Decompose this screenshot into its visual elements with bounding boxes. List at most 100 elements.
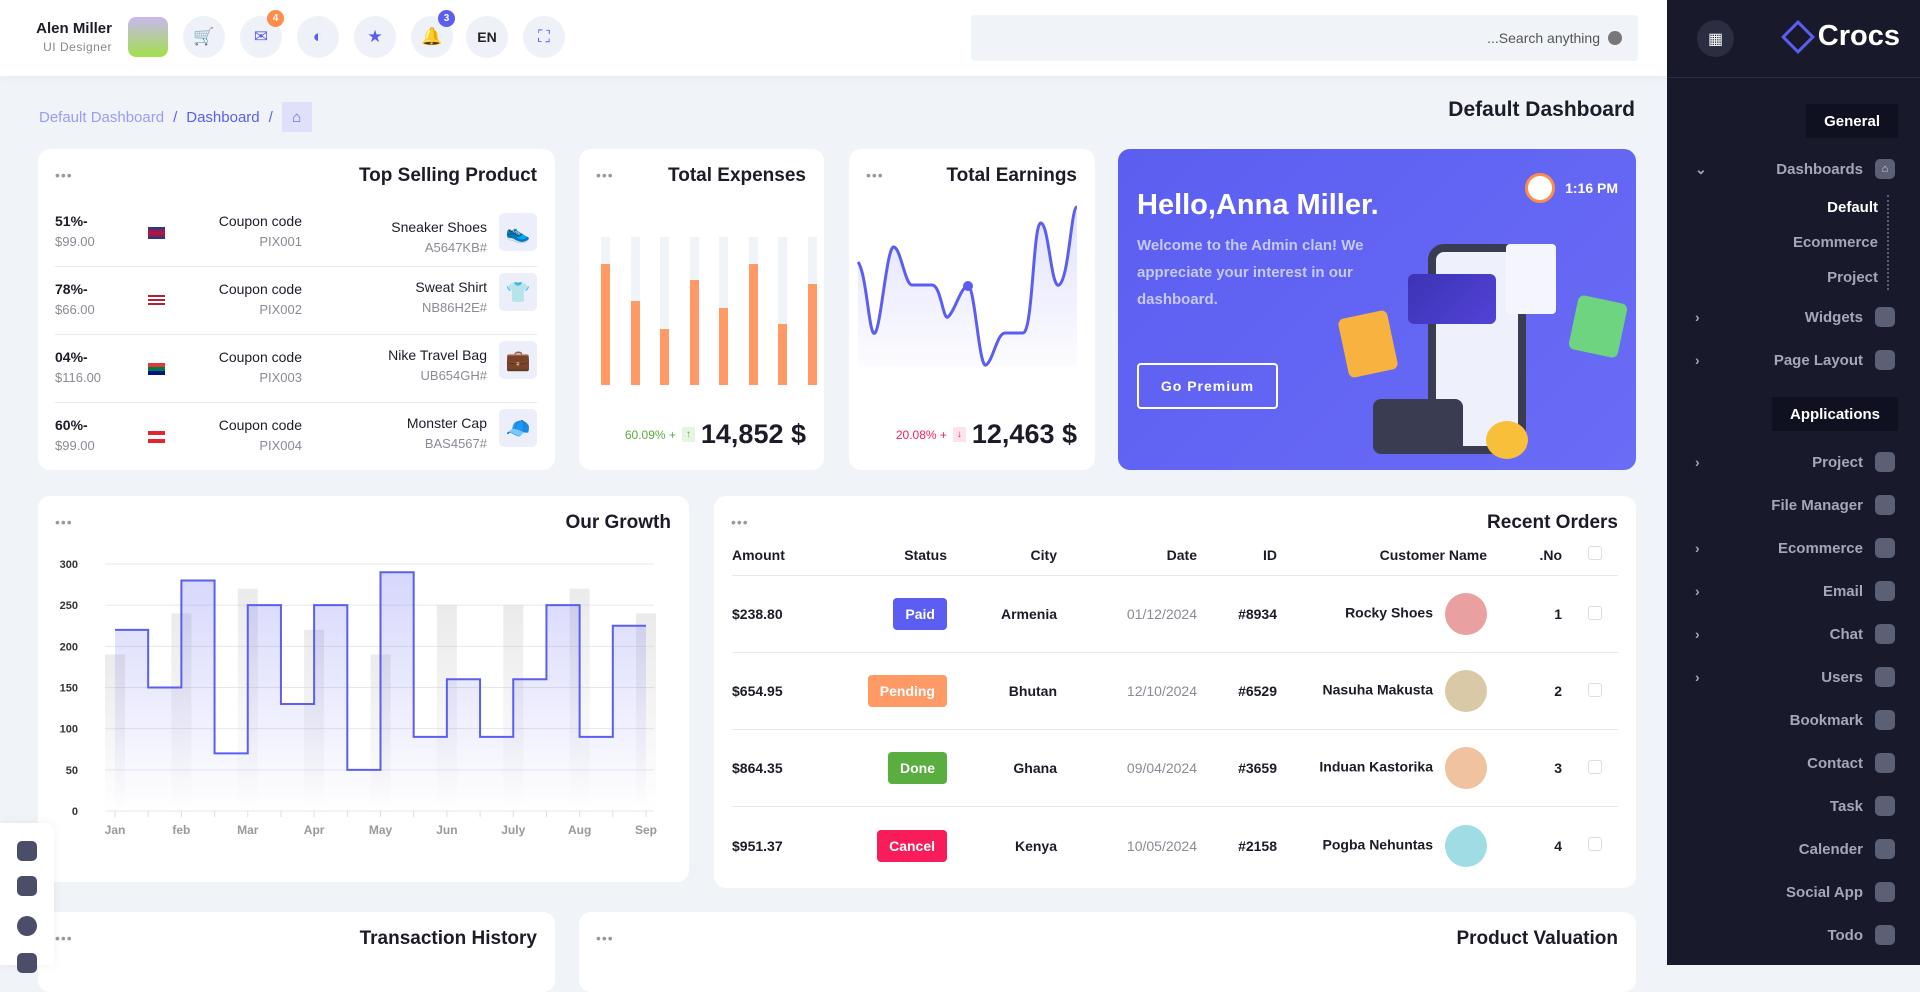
- y-tick-label: 150: [60, 683, 78, 695]
- cart-icon[interactable]: 🛒: [183, 16, 225, 58]
- city: Ghana: [1013, 760, 1057, 776]
- flag-icon: [148, 431, 165, 443]
- sidebar-sub-ecommerce[interactable]: Ecommerce: [1792, 234, 1878, 251]
- chevron-right-icon: ›: [1695, 309, 1700, 325]
- sidebar-item-widgets[interactable]: › Widgets: [1675, 307, 1895, 327]
- sliders-icon[interactable]: [17, 953, 37, 973]
- sidebar-sub-default[interactable]: Default: [1827, 199, 1878, 216]
- product-row[interactable]: 60%- $99.00 Coupon code PIX004 Monster C…: [55, 403, 537, 470]
- sidebar-sub-project[interactable]: Project: [1827, 269, 1878, 286]
- go-premium-button[interactable]: Go Premium: [1137, 363, 1278, 409]
- row-checkbox[interactable]: [1588, 682, 1602, 697]
- sidebar-item-ecommerce[interactable]: › Ecommerce: [1675, 538, 1895, 558]
- apps-grid-icon[interactable]: ▦: [1697, 20, 1734, 57]
- column-header[interactable]: .No: [1539, 546, 1562, 563]
- more-icon[interactable]: •••: [596, 167, 614, 183]
- column-header[interactable]: ID: [1263, 546, 1277, 563]
- more-icon[interactable]: •••: [55, 167, 73, 183]
- select-all-checkbox[interactable]: [1588, 546, 1602, 560]
- expense-bar: [807, 284, 817, 385]
- more-icon[interactable]: •••: [55, 930, 73, 946]
- sidebar-item-calender[interactable]: Calender: [1675, 839, 1895, 859]
- more-icon[interactable]: •••: [731, 514, 749, 530]
- user-avatar[interactable]: [128, 17, 168, 57]
- language-button[interactable]: EN: [466, 16, 508, 58]
- table-row[interactable]: $951.37 Cancel Kenya 10/05/2024 #2158 Po…: [732, 807, 1618, 884]
- column-header[interactable]: Amount: [732, 546, 785, 563]
- column-header[interactable]: Customer Name: [1379, 546, 1487, 563]
- amount: $864.35: [732, 760, 783, 776]
- floating-toolbar: [0, 823, 54, 973]
- column-header[interactable]: Status: [904, 546, 947, 563]
- card-title: Recent Orders: [1487, 512, 1618, 533]
- sidebar-item-todo[interactable]: Todo: [1675, 925, 1895, 945]
- breadcrumb-dashboard[interactable]: Dashboard: [186, 108, 260, 126]
- column-header[interactable]: Date: [1166, 546, 1197, 563]
- status-badge: Pending: [867, 675, 947, 707]
- product-name: Nike Travel Bag: [388, 347, 487, 363]
- sidebar-item-social-app[interactable]: Social App: [1675, 882, 1895, 902]
- briefcase-icon[interactable]: [17, 876, 37, 896]
- chevron-right-icon: ›: [1695, 669, 1700, 685]
- discount: 78%-: [55, 281, 88, 297]
- fullscreen-icon[interactable]: ⛶: [523, 16, 565, 58]
- sidebar-item-label: Widgets: [1804, 308, 1863, 326]
- mail-badge: 4: [267, 10, 284, 27]
- more-icon[interactable]: •••: [55, 514, 73, 530]
- search-input[interactable]: ...Search anything: [971, 15, 1638, 61]
- row-checkbox[interactable]: [1588, 605, 1602, 620]
- sidebar-item-project[interactable]: › Project: [1675, 452, 1895, 472]
- product-name: Monster Cap: [406, 415, 487, 431]
- mail-icon[interactable]: ✉ 4: [240, 10, 284, 58]
- brand-logo[interactable]: Crocs: [1780, 19, 1900, 54]
- receipt-illustration: [1506, 244, 1556, 314]
- order-id: #8934: [1238, 606, 1277, 622]
- row-checkbox[interactable]: [1588, 837, 1602, 851]
- table-header: Amount Status City Date ID Customer Name .No: [732, 534, 1618, 576]
- product-row[interactable]: 78%- $66.00 Coupon code PIX002 Sweat Shi…: [55, 267, 537, 335]
- x-tick-label: Aug: [568, 823, 591, 837]
- sidebar-item-contact[interactable]: Contact: [1675, 753, 1895, 773]
- sidebar-item-label: Dashboards: [1776, 160, 1863, 178]
- settings-icon[interactable]: [17, 916, 37, 936]
- table-row[interactable]: $864.35 Done Ghana 09/04/2024 #3659 Indu…: [732, 730, 1618, 807]
- product-sku: UB654GH#: [420, 368, 487, 383]
- customizer-icon[interactable]: [17, 841, 37, 861]
- table-row[interactable]: $654.95 Pending Bhutan 12/10/2024 #6529 …: [732, 653, 1618, 730]
- customer-name: Pogba Nehuntas: [1322, 836, 1433, 853]
- top-selling-card: ••• Top Selling Product 51%- $99.00 Coup…: [38, 149, 555, 470]
- logo-icon: [1780, 19, 1815, 54]
- row-checkbox[interactable]: [1588, 759, 1602, 774]
- product-name: Sneaker Shoes: [391, 219, 487, 235]
- table-row[interactable]: $238.80 Paid Armenia 01/12/2024 #8934 Ro…: [732, 576, 1618, 653]
- sidebar-item-label: Calender: [1798, 840, 1863, 858]
- more-icon[interactable]: •••: [866, 167, 884, 183]
- chevron-right-icon: ›: [1695, 583, 1700, 599]
- sidebar-item-users[interactable]: › Users: [1675, 667, 1895, 687]
- product-row[interactable]: 51%- $99.00 Coupon code PIX001 Sneaker S…: [55, 199, 537, 267]
- orders-table: Amount Status City Date ID Customer Name .No $2…: [732, 534, 1618, 884]
- pie-icon: [1875, 307, 1895, 327]
- coupon-label: Coupon code: [218, 349, 302, 365]
- sidebar-item-file-manager[interactable]: File Manager: [1675, 495, 1895, 515]
- sidebar-item-task[interactable]: Task: [1675, 796, 1895, 816]
- theme-toggle-icon[interactable]: ◐: [297, 16, 339, 58]
- home-icon[interactable]: ⌂: [281, 102, 312, 132]
- product-row[interactable]: 04%- $116.00 Coupon code PIX003 Nike Tra…: [55, 335, 537, 403]
- earnings-point: [963, 281, 973, 291]
- layout-icon: [1875, 350, 1895, 370]
- city: Bhutan: [1008, 683, 1057, 699]
- more-icon[interactable]: •••: [596, 930, 614, 946]
- card-title: Total Earnings: [946, 165, 1077, 186]
- sidebar-item-dashboards[interactable]: ⌄ Dashboards ⌂: [1675, 159, 1895, 179]
- bell-icon[interactable]: 🔔 3: [411, 10, 455, 58]
- order-id: #2158: [1238, 837, 1277, 854]
- star-icon[interactable]: ★: [354, 16, 396, 58]
- sidebar-item-chat[interactable]: › Chat: [1675, 624, 1895, 644]
- sidebar-item-page-layout[interactable]: › Page Layout: [1675, 350, 1895, 370]
- sidebar-item-bookmark[interactable]: Bookmark: [1675, 710, 1895, 730]
- banner-text: Welcome to the Admin clan! We appreciate…: [1137, 237, 1364, 308]
- column-header[interactable]: City: [1030, 546, 1057, 563]
- breadcrumb-default-dashboard[interactable]: Default Dashboard: [39, 108, 165, 126]
- sidebar-item-email[interactable]: › Email: [1675, 581, 1895, 601]
